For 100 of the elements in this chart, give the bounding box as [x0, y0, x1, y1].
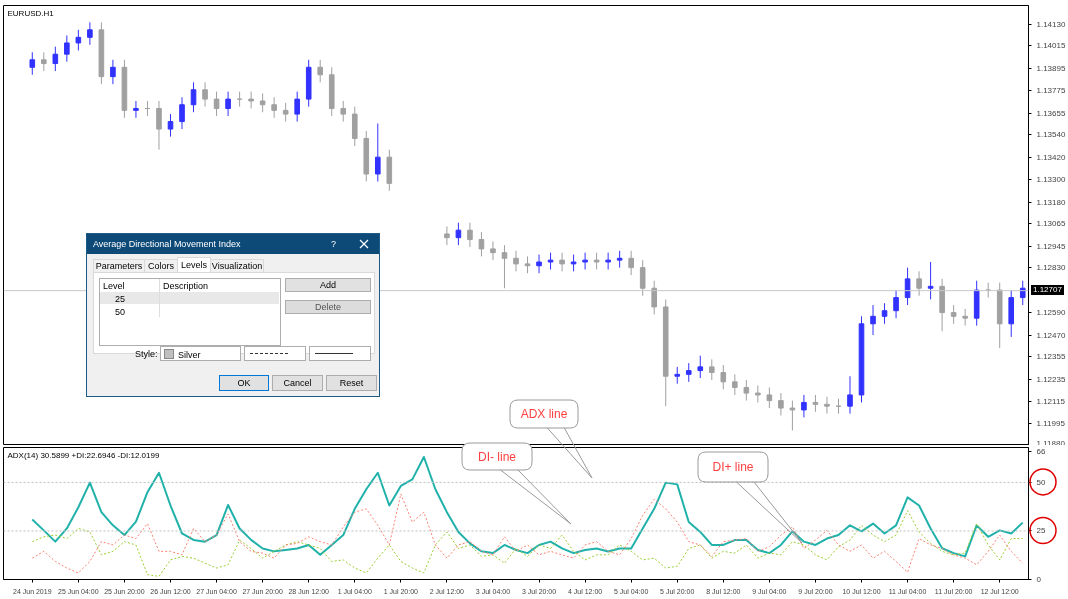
line-series: [31, 493, 1024, 574]
candlestick: [605, 252, 611, 270]
annotation: Reset: [326, 375, 377, 391]
candlestick: [133, 100, 139, 119]
candlestick: [340, 100, 347, 123]
candlestick: [582, 252, 588, 270]
y-tick-label: 1.14130: [1036, 19, 1066, 29]
candlestick: [870, 304, 876, 336]
y-tick-label: 1.13420: [1036, 152, 1066, 162]
candlestick: [225, 91, 231, 117]
candlestick: [708, 358, 715, 381]
y-tick-label: 1.13300: [1036, 175, 1066, 185]
candlestick: [755, 385, 761, 403]
text: Average Directional Movement Index: [93, 239, 241, 249]
candlestick: [41, 51, 47, 72]
candlestick: [789, 400, 796, 432]
annotation: DI+ line: [698, 452, 768, 482]
y-tick-label: 1.12470: [1036, 330, 1066, 340]
candlestick: [374, 122, 381, 182]
candlestick: [651, 280, 658, 315]
candlestick: [847, 375, 853, 415]
candlestick: [110, 59, 116, 85]
y-tick-label: 1.12830: [1036, 263, 1066, 273]
annotation: DI- line: [462, 443, 532, 470]
annotation: Description: [163, 281, 209, 291]
candlestick: [167, 113, 174, 138]
y-tick-label: 1.11880: [1036, 438, 1066, 448]
y-tick-label: 1.12115: [1036, 397, 1066, 406]
candlestick: [628, 250, 634, 276]
line-series: [31, 510, 1024, 577]
y-tick-label: 1.12590: [1036, 308, 1066, 318]
candlestick: [778, 392, 784, 417]
y-tick-label: 1.14015: [1036, 41, 1066, 51]
candlestick: [766, 386, 773, 409]
annotation: ?: [331, 239, 337, 249]
candlestick: [179, 96, 185, 130]
annotation: 50: [115, 307, 126, 317]
y-tick-label: 25: [1036, 526, 1046, 536]
candlestick: [697, 355, 704, 379]
chart-title: EURUSD.H1: [7, 8, 55, 18]
candlestick: [881, 302, 888, 325]
candlestick: [732, 373, 738, 396]
candlestick: [248, 91, 254, 109]
y-tick-label: 1.13180: [1036, 197, 1066, 207]
y-tick-label: 50: [1036, 477, 1046, 487]
annotation: Add: [285, 278, 371, 292]
candlestick: [75, 29, 82, 51]
candlestick: [893, 289, 899, 319]
annotation: Cancel: [272, 375, 323, 391]
annotation: Parameters: [93, 259, 145, 273]
candlestick: [156, 100, 162, 151]
candlestick: [1019, 280, 1026, 306]
candlestick: [513, 250, 519, 272]
candlestick: [202, 81, 208, 108]
candlestick: [259, 93, 266, 113]
candlestick: [467, 222, 473, 248]
candlestick: [271, 96, 277, 119]
candlestick: [685, 362, 692, 383]
y-tick-label: 1.12235: [1036, 374, 1066, 384]
candlestick: [824, 396, 830, 415]
annotation: Visualization: [210, 259, 264, 273]
candlestick: [478, 231, 485, 257]
annotation: Style:: [135, 349, 158, 359]
annotation: ADX line: [510, 400, 578, 428]
candlestick: [52, 46, 59, 72]
annotation: Levels: [177, 257, 211, 273]
candlestick: [916, 270, 922, 297]
chart-title: ADX(14) 30.5899 +DI:22.6946 -DI:12.0199: [7, 450, 160, 460]
y-tick-label: 1.13065: [1036, 219, 1066, 229]
y-tick-label: 1.13540: [1036, 130, 1066, 140]
candlestick: [317, 59, 324, 83]
candlestick: [490, 240, 496, 261]
annotation: OK: [219, 375, 269, 391]
y-tick-label: 1.13655: [1036, 108, 1066, 118]
annotation: Colors: [144, 259, 178, 273]
candlestick: [801, 394, 807, 418]
candlestick: [743, 379, 750, 402]
y-tick-label: 1.12355: [1036, 352, 1066, 362]
candlestick: [87, 21, 93, 46]
candlestick: [904, 267, 911, 306]
annotation: 25: [115, 294, 126, 304]
candlestick: [64, 34, 70, 63]
candlestick: [282, 102, 289, 123]
candlestick: [444, 225, 450, 246]
candlestick: [559, 252, 565, 272]
y-tick-label: 0: [1036, 575, 1042, 584]
candlestick: [190, 81, 197, 113]
y-tick-label: 1.13775: [1036, 86, 1066, 96]
annotation: Level: [103, 281, 125, 291]
y-tick-label: 1.13895: [1036, 63, 1066, 73]
candlestick: [294, 91, 300, 123]
candlestick: [29, 51, 36, 76]
candlestick: [213, 91, 220, 117]
annotation: Delete: [285, 300, 371, 314]
y-tick-label: 1.11995: [1036, 419, 1066, 429]
candlestick: [950, 304, 957, 325]
candlestick: [639, 259, 646, 297]
candlestick: [536, 254, 542, 274]
y-tick-label: 66: [1036, 446, 1046, 456]
ref-line-label: 1.12707: [1031, 285, 1064, 296]
